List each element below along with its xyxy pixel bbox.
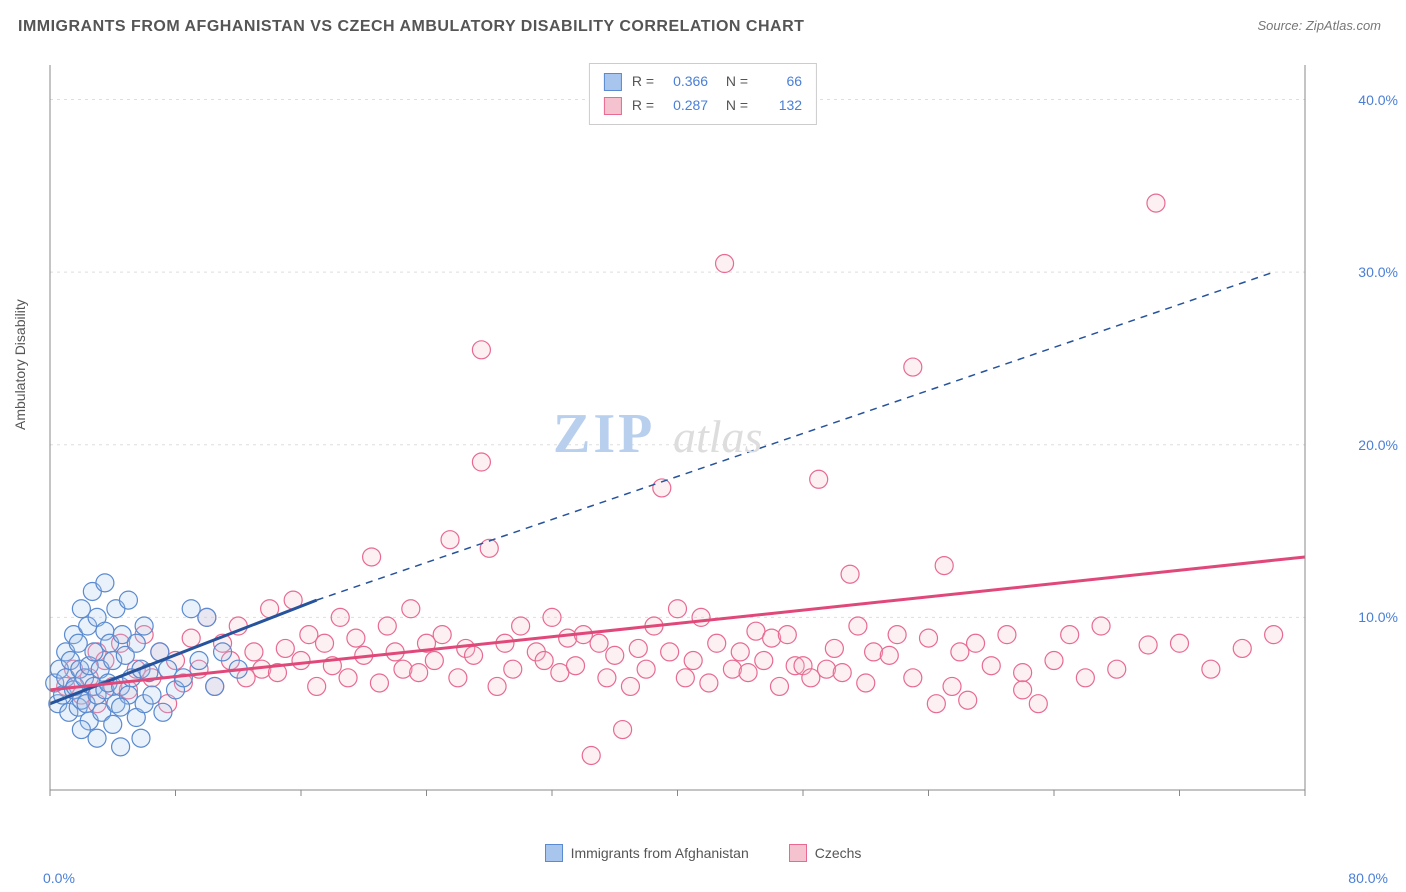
series-legend: Immigrants from Afghanistan Czechs — [0, 844, 1406, 862]
y-tick-label: 30.0% — [1358, 264, 1398, 280]
x-tick-origin: 0.0% — [43, 870, 75, 886]
n-value-1: 66 — [758, 70, 802, 94]
chart-title: IMMIGRANTS FROM AFGHANISTAN VS CZECH AMB… — [18, 18, 804, 36]
y-tick-label: 10.0% — [1358, 609, 1398, 625]
correlation-row-2: R =0.287 N =132 — [604, 94, 802, 118]
x-tick-max: 80.0% — [1348, 870, 1388, 886]
r-value-2: 0.287 — [664, 94, 708, 118]
legend-item-2: Czechs — [789, 844, 862, 862]
scatter-plot — [45, 60, 1365, 820]
r-value-1: 0.366 — [664, 70, 708, 94]
legend-swatch-1 — [545, 844, 563, 862]
correlation-row-1: R =0.366 N =66 — [604, 70, 802, 94]
n-value-2: 132 — [758, 94, 802, 118]
source-attribution: Source: ZipAtlas.com — [1257, 18, 1381, 33]
legend-swatch-2 — [789, 844, 807, 862]
legend-label-1: Immigrants from Afghanistan — [571, 845, 749, 861]
swatch-series-2 — [604, 97, 622, 115]
y-tick-label: 20.0% — [1358, 437, 1398, 453]
correlation-legend: R =0.366 N =66 R =0.287 N =132 — [589, 63, 817, 125]
legend-item-1: Immigrants from Afghanistan — [545, 844, 749, 862]
y-axis-label: Ambulatory Disability — [12, 299, 28, 430]
swatch-series-1 — [604, 73, 622, 91]
y-tick-label: 40.0% — [1358, 92, 1398, 108]
legend-label-2: Czechs — [815, 845, 862, 861]
